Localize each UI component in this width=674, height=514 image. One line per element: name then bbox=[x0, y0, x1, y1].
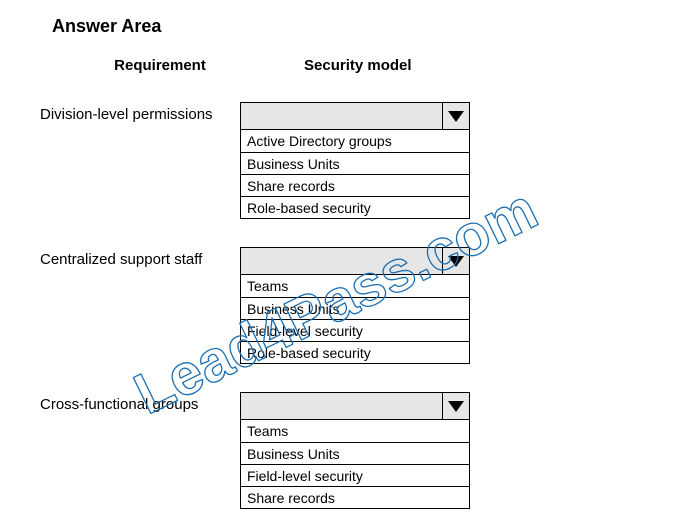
option-item[interactable]: Business Units bbox=[241, 152, 469, 174]
chevron-down-icon bbox=[448, 401, 464, 412]
page-title: Answer Area bbox=[52, 16, 674, 37]
option-item[interactable]: Active Directory groups bbox=[241, 130, 469, 152]
select-box[interactable] bbox=[240, 247, 470, 275]
header-requirement: Requirement bbox=[40, 57, 280, 74]
option-item[interactable]: Business Units bbox=[241, 297, 469, 319]
requirement-label: Centralized support staff bbox=[40, 247, 240, 268]
requirement-row-division: Division-level permissions Active Direct… bbox=[40, 102, 674, 219]
dropdown-toggle[interactable] bbox=[442, 103, 469, 129]
chevron-down-icon bbox=[448, 256, 464, 267]
option-item[interactable]: Role-based security bbox=[241, 196, 469, 218]
dropdown-toggle[interactable] bbox=[442, 248, 469, 274]
option-item[interactable]: Field-level security bbox=[241, 319, 469, 341]
select-box[interactable] bbox=[240, 392, 470, 420]
select-box[interactable] bbox=[240, 102, 470, 130]
option-item[interactable]: Teams bbox=[241, 420, 469, 442]
requirement-row-centralized: Centralized support staff Teams Business… bbox=[40, 247, 674, 364]
security-model-dropdown[interactable]: Teams Business Units Field-level securit… bbox=[240, 247, 470, 364]
option-item[interactable]: Role-based security bbox=[241, 341, 469, 363]
requirement-row-cross-functional: Cross-functional groups Teams Business U… bbox=[40, 392, 674, 509]
security-model-dropdown[interactable]: Teams Business Units Field-level securit… bbox=[240, 392, 470, 509]
options-list: Teams Business Units Field-level securit… bbox=[240, 420, 470, 509]
option-item[interactable]: Teams bbox=[241, 275, 469, 297]
option-item[interactable]: Share records bbox=[241, 174, 469, 196]
options-list: Teams Business Units Field-level securit… bbox=[240, 275, 470, 364]
requirement-label: Cross-functional groups bbox=[40, 392, 240, 413]
requirement-label: Division-level permissions bbox=[40, 102, 240, 123]
option-item[interactable]: Business Units bbox=[241, 442, 469, 464]
option-item[interactable]: Share records bbox=[241, 486, 469, 508]
answer-area-page: Answer Area Requirement Security model D… bbox=[0, 0, 674, 514]
chevron-down-icon bbox=[448, 111, 464, 122]
option-item[interactable]: Field-level security bbox=[241, 464, 469, 486]
header-security: Security model bbox=[304, 57, 412, 74]
column-headers: Requirement Security model bbox=[0, 57, 674, 74]
security-model-dropdown[interactable]: Active Directory groups Business Units S… bbox=[240, 102, 470, 219]
dropdown-toggle[interactable] bbox=[442, 393, 469, 419]
options-list: Active Directory groups Business Units S… bbox=[240, 130, 470, 219]
